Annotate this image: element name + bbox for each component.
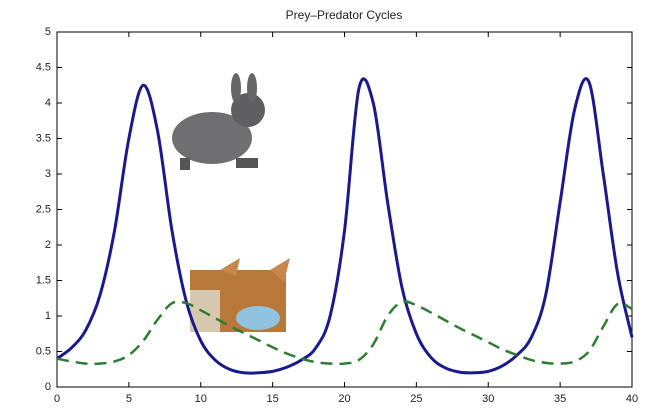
y-tick-label: 0 <box>45 381 51 393</box>
y-tick-label: 1 <box>45 310 51 322</box>
rabbit-picture <box>172 73 265 170</box>
x-tick-label: 10 <box>195 393 207 405</box>
x-tick-label: 5 <box>126 393 132 405</box>
y-tick-label: 4.5 <box>36 61 51 73</box>
y-tick-label: 4 <box>45 97 51 109</box>
y-tick-label: 1.5 <box>36 274 51 286</box>
chart-title: Prey–Predator Cycles <box>286 8 403 22</box>
series-line <box>57 79 632 373</box>
y-tick-label: 0.5 <box>36 345 51 357</box>
chart: Prey–Predator Cycles 0 0.5 1 1.5 2 2.5 3 3.5 4 4.… <box>0 0 656 412</box>
x-tick-label: 15 <box>267 393 279 405</box>
x-tick-label: 25 <box>410 393 422 405</box>
y-tick-label: 3.5 <box>36 132 51 144</box>
x-tick-label: 40 <box>626 393 638 405</box>
x-tick-label: 35 <box>554 393 566 405</box>
x-tick-label: 30 <box>482 393 494 405</box>
x-tick-label: 0 <box>54 393 60 405</box>
y-tick-label: 3 <box>45 168 51 180</box>
y-tick-label: 2.5 <box>36 203 51 215</box>
x-tick-label: 20 <box>338 393 350 405</box>
fox-picture <box>190 258 290 332</box>
series-line <box>57 301 632 364</box>
y-tick-label: 5 <box>45 26 51 38</box>
y-tick-label: 2 <box>45 239 51 251</box>
